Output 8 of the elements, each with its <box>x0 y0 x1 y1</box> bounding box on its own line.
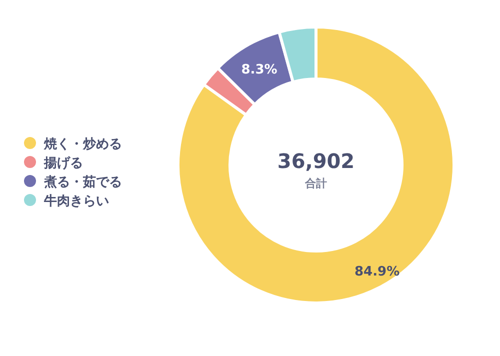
text: 36,902 <box>277 149 355 173</box>
legend-label: 揚げる <box>43 156 83 171</box>
data-label: 8.3% <box>241 62 278 78</box>
legend-label: 煮る・茹でる <box>43 174 122 190</box>
data-label: 84.9% <box>354 264 400 280</box>
legend-label: 焼く・炒める <box>43 137 122 152</box>
text: 合計 <box>304 177 327 190</box>
legend-label: 牛肉きらい <box>43 194 109 209</box>
